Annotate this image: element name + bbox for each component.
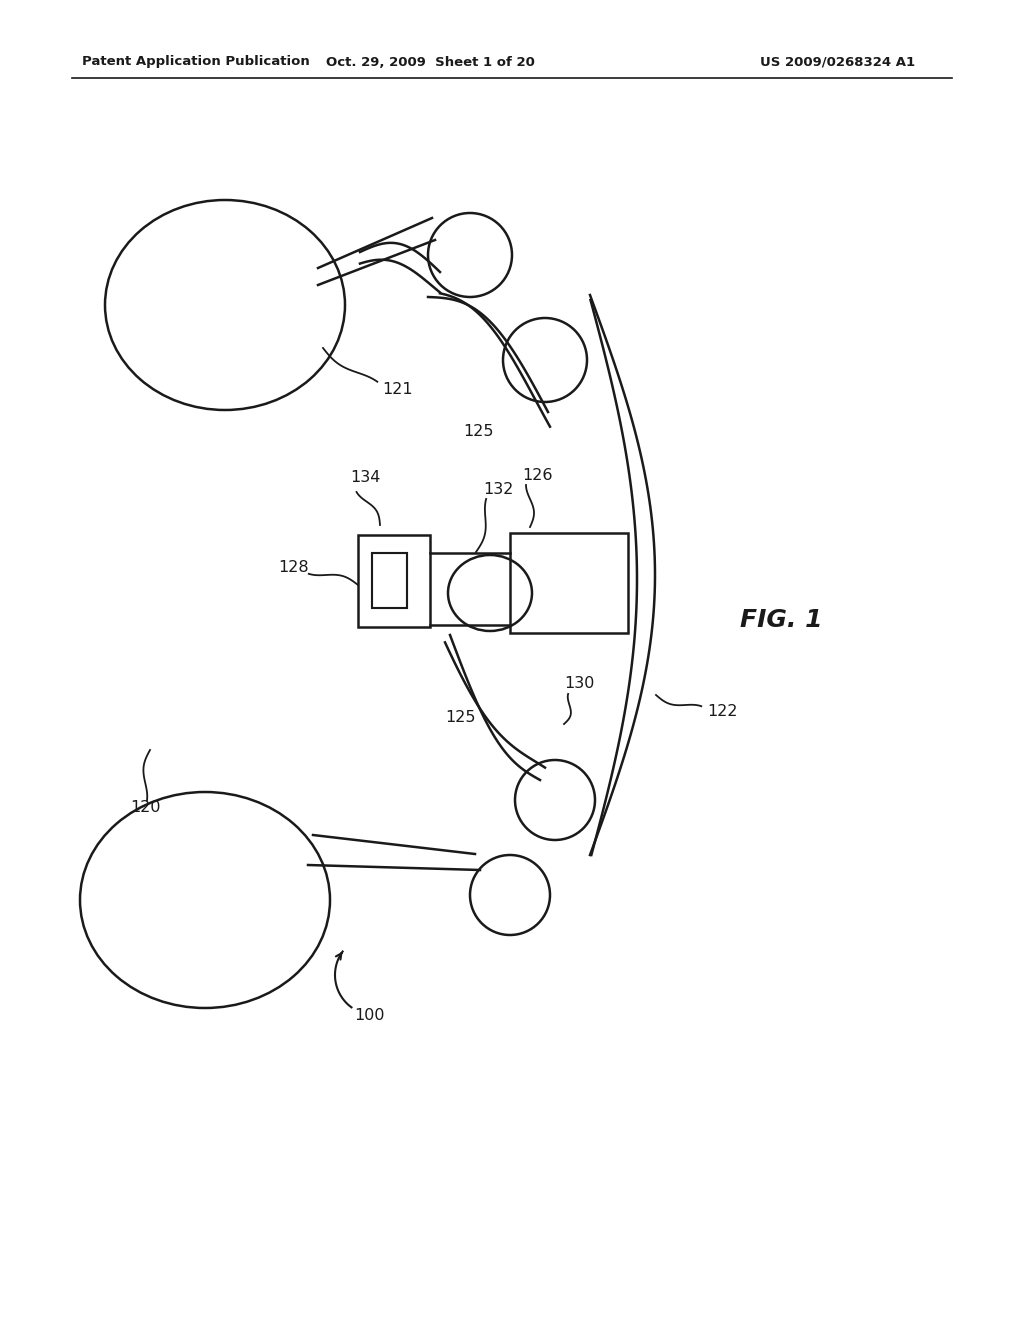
Text: 128: 128	[278, 561, 308, 576]
Text: 132: 132	[483, 483, 513, 498]
Text: FIG. 1: FIG. 1	[740, 609, 822, 632]
Bar	[510, 533, 628, 634]
Text: 121: 121	[382, 383, 413, 397]
Text: Patent Application Publication: Patent Application Publication	[82, 55, 309, 69]
Text: 125: 125	[445, 710, 475, 726]
Text: Oct. 29, 2009  Sheet 1 of 20: Oct. 29, 2009 Sheet 1 of 20	[326, 55, 535, 69]
Bar	[372, 553, 407, 609]
Text: 130: 130	[564, 676, 594, 690]
Bar	[358, 535, 430, 627]
Text: 122: 122	[707, 705, 737, 719]
Text: 120: 120	[130, 800, 161, 816]
Text: 126: 126	[522, 467, 553, 483]
Text: 100: 100	[354, 1007, 385, 1023]
Text: 125: 125	[463, 425, 494, 440]
Text: 134: 134	[350, 470, 380, 486]
Text: US 2009/0268324 A1: US 2009/0268324 A1	[760, 55, 915, 69]
